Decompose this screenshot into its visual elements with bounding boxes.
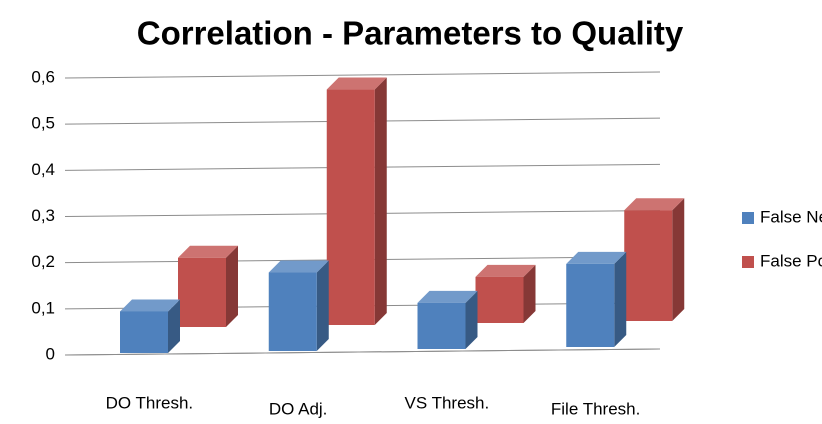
bar-top — [178, 245, 238, 258]
x-tick-label: File Thresh. — [551, 399, 640, 418]
bar-side — [226, 245, 238, 327]
bar — [326, 89, 375, 325]
x-tick-label: VS Thresh. — [405, 393, 490, 412]
bar — [120, 311, 168, 353]
bar-top — [120, 299, 180, 312]
y-tick-label: 0,1 — [31, 298, 55, 317]
bar — [566, 263, 615, 347]
bar — [417, 302, 466, 349]
bar — [624, 210, 673, 321]
y-tick-label: 0,2 — [31, 252, 55, 271]
y-tick-label: 0,3 — [31, 206, 55, 225]
y-tick-label: 0,5 — [31, 114, 55, 133]
bar-top — [475, 264, 536, 277]
bar-side — [614, 251, 627, 347]
bar-top — [326, 77, 387, 90]
legend-swatch — [742, 256, 754, 268]
bar-side — [316, 260, 329, 351]
x-tick-label: DO Adj. — [269, 399, 328, 418]
bar-side — [672, 198, 685, 321]
x-tick-label: DO Thresh. — [106, 393, 194, 412]
bar-top — [268, 260, 329, 273]
bar-side — [465, 290, 478, 349]
legend-swatch — [742, 212, 754, 224]
y-tick-label: 0 — [46, 344, 55, 363]
bar — [178, 257, 226, 327]
y-tick-label: 0,4 — [31, 160, 55, 179]
bar — [268, 272, 317, 351]
bar-side — [523, 264, 536, 323]
legend-label: False Neg. — [760, 207, 822, 226]
bar-side — [374, 77, 387, 325]
bar-top — [624, 198, 685, 211]
bar-top — [417, 290, 478, 303]
grid-line — [64, 71, 661, 79]
chart-title: Correlation - Parameters to Quality — [137, 15, 684, 52]
bar — [475, 276, 524, 323]
legend-label: False Pos. — [760, 251, 822, 270]
bar-side — [168, 299, 180, 353]
y-tick-label: 0,6 — [31, 67, 55, 86]
x-axis — [64, 348, 661, 356]
bar-top — [566, 251, 627, 264]
